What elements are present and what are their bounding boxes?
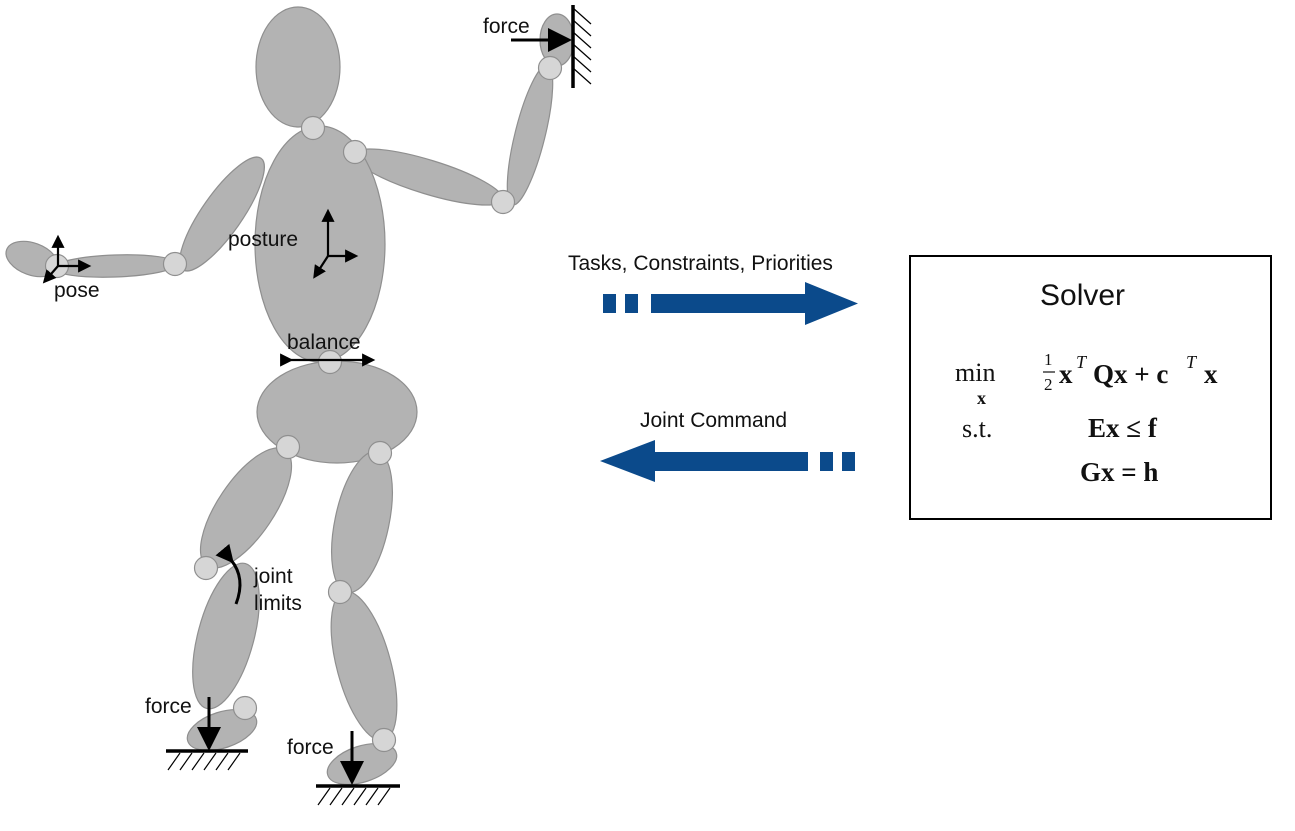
left-ankle-joint <box>232 695 258 721</box>
wall <box>571 5 592 88</box>
equality-constraint: Gx = h <box>1080 457 1158 487</box>
balance-label: balance <box>287 331 361 354</box>
right-ankle-joint <box>371 727 397 753</box>
joint-limits-label-line2: limits <box>254 592 302 615</box>
right-wrist-joint <box>537 55 563 81</box>
right-hip-joint <box>367 440 393 466</box>
pose-frame-icon <box>42 234 92 284</box>
inequality-constraint: Ex ≤ f <box>1088 413 1158 443</box>
pose-label: pose <box>54 279 100 302</box>
objective-x2: x <box>1204 359 1218 389</box>
left-hip-joint <box>275 434 301 460</box>
left-shin <box>192 562 260 710</box>
left-ground <box>166 749 248 771</box>
joint-limit-arc <box>215 543 242 605</box>
humanoid-figure <box>5 6 575 786</box>
right-shin <box>330 590 398 742</box>
right-thigh <box>331 450 393 594</box>
joint-command-label: Joint Command <box>640 409 787 432</box>
min-operator: min <box>955 358 995 387</box>
neck-joint <box>300 115 326 141</box>
objective-x1: x <box>1059 359 1073 389</box>
left-foot-force-label: force <box>145 695 192 718</box>
right-knee-joint <box>327 579 353 605</box>
right-elbow-joint <box>490 189 516 215</box>
joint-command-arrow <box>600 440 855 482</box>
head <box>255 6 341 128</box>
posture-frame-icon <box>313 208 359 279</box>
right-shoulder-joint <box>342 139 368 165</box>
objective-transpose-1: T <box>1076 352 1088 372</box>
joint-limits-label-line1: joint <box>253 565 293 588</box>
objective-transpose-2: T <box>1186 352 1198 372</box>
tasks-arrow <box>603 282 858 325</box>
objective-quadratic: Qx + c <box>1093 359 1168 389</box>
posture-label: posture <box>228 228 298 251</box>
subject-to: s.t. <box>962 414 992 443</box>
fraction-denominator: 2 <box>1044 375 1053 394</box>
tasks-label: Tasks, Constraints, Priorities <box>568 252 833 275</box>
right-forearm <box>506 64 554 206</box>
fraction-numerator: 1 <box>1044 350 1053 369</box>
right-foot-force-label: force <box>287 736 334 759</box>
right-ground <box>316 784 400 806</box>
solver-title: Solver <box>1040 279 1125 312</box>
hand-force-label: force <box>483 15 530 38</box>
left-knee-joint <box>193 555 219 581</box>
min-variable: x <box>977 388 986 408</box>
solver-box: Solver min x 1 2 x T Qx + c T x s.t. Ex … <box>909 255 1272 520</box>
left-elbow-joint <box>162 251 188 277</box>
